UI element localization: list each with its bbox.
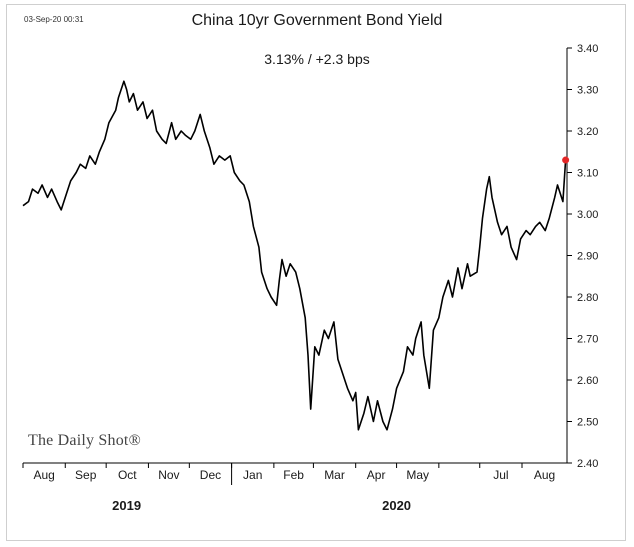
x-tick-label: Nov — [158, 468, 179, 482]
x-tick-label: Feb — [283, 468, 304, 482]
x-tick-label: Apr — [367, 468, 386, 482]
series — [22, 80, 570, 431]
y-tick-label: 2.90 — [577, 251, 598, 263]
x-tick-label: Jul — [493, 468, 508, 482]
timestamp: 03-Sep-20 00:31 — [24, 15, 84, 24]
x-tick-label: Mar — [324, 468, 345, 482]
y-tick-label: 2.70 — [577, 334, 598, 346]
x-axis: Aug Sep Oct Nov Dec Jan Feb Mar Apr May Jul Aug 2019… — [22, 462, 567, 513]
daily-shot-logo: The Daily Shot® — [28, 432, 141, 449]
chart-frame — [6, 4, 626, 541]
year-label: 2019 — [112, 498, 141, 513]
x-tick-label: May — [406, 468, 429, 482]
x-tick-label: Oct — [118, 468, 137, 482]
y-tick-label: 2.80 — [577, 292, 598, 304]
x-tick-label: Aug — [33, 468, 54, 482]
y-axis: 3.40 3.30 3.20 3.10 3.00 2.90 2.80 2.70 2.60 2.50… — [566, 43, 598, 470]
y-tick-label: 3.10 — [577, 168, 598, 180]
x-tick-label: Jan — [243, 468, 262, 482]
yield-line — [22, 80, 567, 431]
y-tick-label: 3.20 — [577, 126, 598, 138]
y-tick-label: 3.00 — [577, 209, 598, 221]
x-tick-label: Sep — [75, 468, 97, 482]
y-tick-label: 2.50 — [577, 417, 598, 429]
y-tick-label: 2.40 — [577, 458, 598, 470]
x-tick-label: Aug — [534, 468, 555, 482]
y-tick-label: 3.40 — [577, 43, 598, 55]
x-tick-label: Dec — [200, 468, 221, 482]
chart-title: China 10yr Government Bond Yield — [191, 12, 443, 29]
year-label: 2020 — [382, 498, 411, 513]
y-tick-label: 2.60 — [577, 375, 598, 387]
chart-subtitle: 3.13% / +2.3 bps — [264, 51, 370, 67]
last-value-marker — [562, 156, 570, 164]
y-tick-label: 3.30 — [577, 85, 598, 97]
